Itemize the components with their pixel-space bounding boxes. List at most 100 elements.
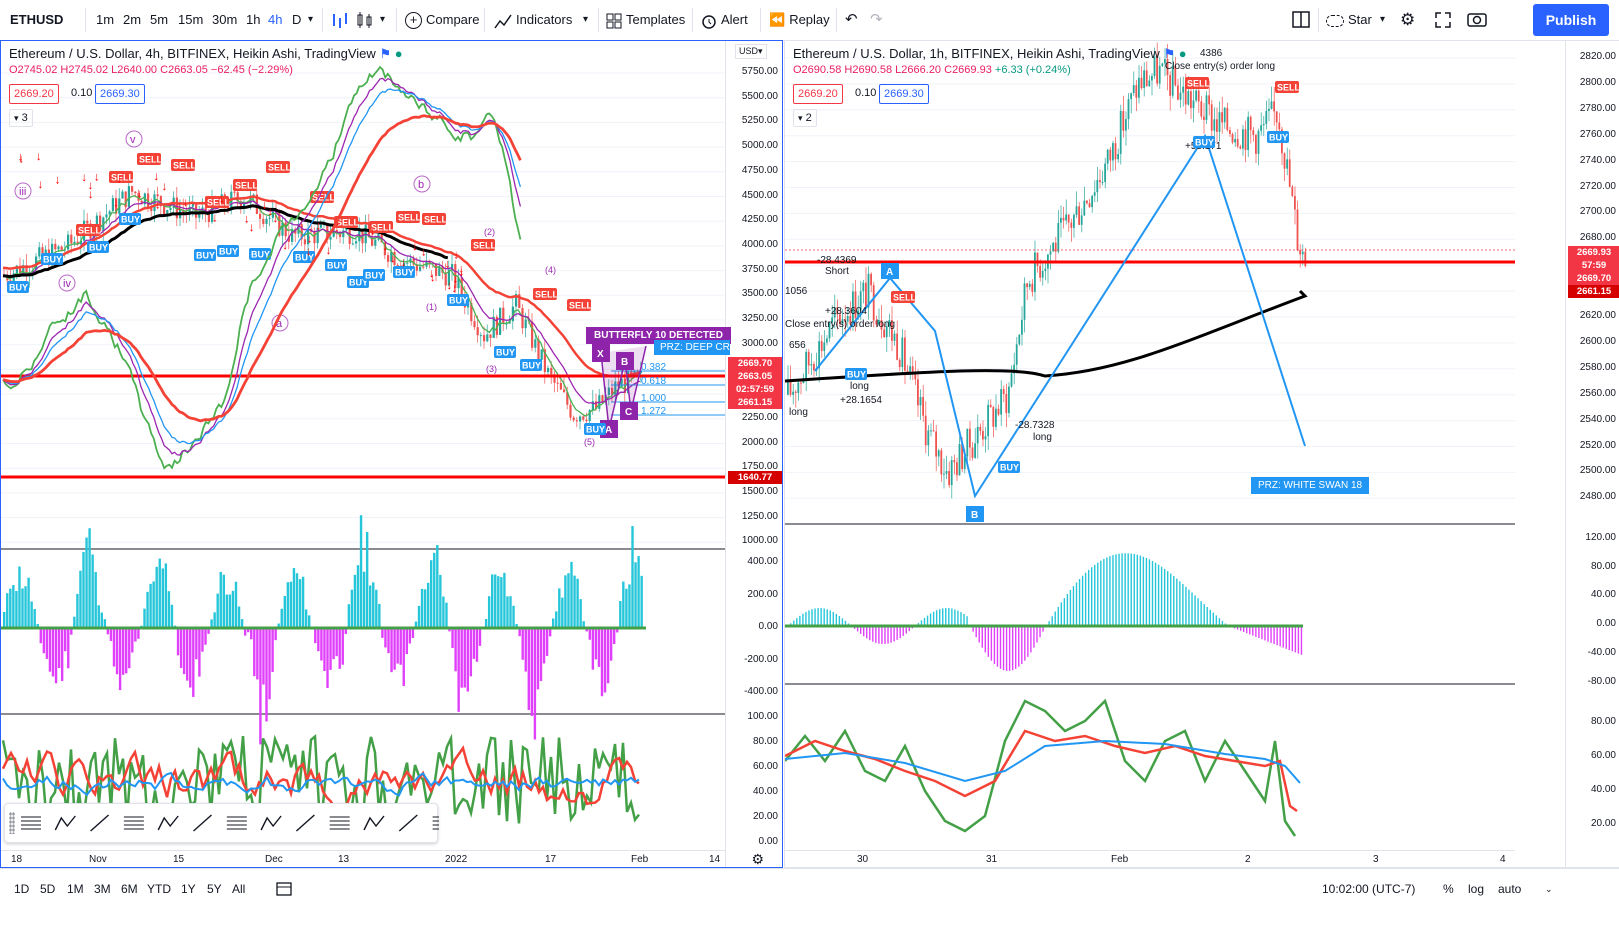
fullscreen-icon[interactable] xyxy=(1435,0,1451,40)
buy-price-button[interactable]: 2669.30 xyxy=(95,84,145,104)
indicator-toggle[interactable]: ▾ 2 xyxy=(793,109,817,127)
timeframe-5m[interactable]: 5m xyxy=(150,12,169,27)
sell-signal: SELL xyxy=(533,288,559,300)
drawing-tool-icon[interactable] xyxy=(157,815,179,831)
drawing-tool-icon[interactable] xyxy=(21,816,41,830)
camera-icon[interactable] xyxy=(1467,0,1487,40)
histogram-bar xyxy=(856,626,859,632)
timeframe-4h[interactable]: 4h xyxy=(268,12,283,27)
drawing-tool-icon[interactable] xyxy=(295,814,315,832)
currency-selector[interactable]: USD▾ xyxy=(735,44,767,59)
calendar-range-icon[interactable] xyxy=(276,869,292,909)
flag-icon[interactable]: ⚑ xyxy=(1163,46,1176,61)
percent-toggle[interactable]: % xyxy=(1443,882,1454,896)
drawing-tool-icon[interactable] xyxy=(226,816,247,830)
drawing-tool-icon[interactable] xyxy=(54,815,76,831)
layout-icon[interactable] xyxy=(1292,0,1310,40)
buy-price-button[interactable]: 2669.30 xyxy=(879,84,929,104)
redo-icon[interactable]: ↷ xyxy=(870,11,883,28)
drawing-tools[interactable] xyxy=(19,804,439,842)
gear-icon[interactable]: ⚙ xyxy=(751,851,764,867)
right-price-axis[interactable]: 2820.00 2800.00 2780.00 2760.00 2740.00 2720.… xyxy=(1565,41,1619,867)
candle-body xyxy=(935,431,937,457)
candle-body xyxy=(880,319,883,330)
auto-toggle[interactable]: auto xyxy=(1498,882,1522,896)
range-button-1m[interactable]: 1M xyxy=(67,882,84,896)
candle-body xyxy=(836,307,839,315)
histogram-bar xyxy=(881,626,883,644)
grip-icon[interactable] xyxy=(9,812,15,834)
drawing-tool-icon[interactable] xyxy=(432,816,439,830)
drawing-tool-icon[interactable] xyxy=(363,815,385,831)
left-price-axis[interactable]: USD▾ 5750.00 5500.00 5250.00 5000.00 4750.00… xyxy=(725,41,782,867)
range-button-3m[interactable]: 3M xyxy=(94,882,111,896)
timeframe-30m[interactable]: 30m xyxy=(212,12,238,27)
candle-body xyxy=(124,191,127,208)
candle-body xyxy=(19,265,22,275)
drawing-tool-icon[interactable] xyxy=(260,815,282,831)
drawing-tool-icon[interactable] xyxy=(193,814,212,832)
gear-icon[interactable]: ⚙ xyxy=(1400,10,1416,29)
timeframe-15m[interactable]: 15m xyxy=(178,12,204,27)
range-button-1y[interactable]: 1Y xyxy=(181,882,196,896)
compare-button[interactable]: + Compare xyxy=(405,0,479,40)
candle-body xyxy=(431,262,434,264)
sell-price-button[interactable]: 2669.20 xyxy=(793,84,843,104)
alert-label: Alert xyxy=(721,12,748,27)
histogram-bar xyxy=(844,620,847,626)
range-button-ytd[interactable]: YTD xyxy=(147,882,171,896)
undo-icon[interactable]: ↶ xyxy=(845,11,858,28)
symbol-search[interactable]: ETHUSD xyxy=(10,12,64,27)
candle-body xyxy=(1096,180,1099,193)
histogram-bar xyxy=(606,628,610,684)
histogram-bar xyxy=(542,628,546,664)
range-button-5y[interactable]: 5Y xyxy=(207,882,222,896)
chevron-down-icon[interactable]: ▾ xyxy=(308,14,314,25)
wave-label: iii xyxy=(19,186,26,198)
timeframe-2m[interactable]: 2m xyxy=(123,12,142,27)
drawing-tool-icon[interactable] xyxy=(123,816,144,830)
publish-button[interactable]: Publish xyxy=(1533,4,1609,36)
indicator-toggle[interactable]: ▾ 3 xyxy=(9,109,33,127)
trade-annotation: long xyxy=(1033,432,1052,443)
chevron-down-icon[interactable]: ▾ xyxy=(1380,14,1386,25)
replay-button[interactable]: ⏪ Replay xyxy=(769,0,830,40)
flag-icon[interactable]: ⚑ xyxy=(379,46,392,61)
left-time-axis[interactable]: 18 Nov 15 Dec 13 2022 17 Feb 14 xyxy=(1,850,726,867)
range-button-1d[interactable]: 1D xyxy=(14,882,30,896)
right-time-axis[interactable]: 30 31 Feb 2 3 4 xyxy=(785,850,1515,867)
right-chart-pane[interactable]: A B -28.4369 Short +28.3604 Close entry(s) or… xyxy=(784,40,1619,868)
histogram-bar xyxy=(1279,626,1281,647)
star-layout-button[interactable]: Star xyxy=(1326,0,1372,40)
candle-body xyxy=(898,359,901,368)
signal-badge xyxy=(520,359,542,371)
clock-time[interactable]: 10:02:00 (UTC-7) xyxy=(1322,882,1416,896)
log-toggle[interactable]: log xyxy=(1468,882,1485,896)
alert-button[interactable]: Alert xyxy=(701,0,748,40)
histogram-bar xyxy=(94,572,97,628)
candle-body xyxy=(870,273,872,286)
candle-style-icon[interactable] xyxy=(355,0,375,40)
histogram-bar xyxy=(500,577,503,628)
range-button-all[interactable]: All xyxy=(232,882,246,896)
drawing-tool-icon[interactable] xyxy=(398,814,418,832)
range-button-6m[interactable]: 6M xyxy=(121,882,138,896)
templates-button[interactable]: Templates xyxy=(606,0,685,40)
timeframe-1m[interactable]: 1m xyxy=(96,12,115,27)
drawing-tool-icon[interactable] xyxy=(329,816,350,830)
range-button-5d[interactable]: 5D xyxy=(40,882,56,896)
candle-body xyxy=(888,320,891,327)
sell-price-button[interactable]: 2669.20 xyxy=(9,84,59,104)
chevron-down-icon[interactable]: ▾ xyxy=(380,14,386,25)
timeframe-d[interactable]: D xyxy=(292,12,302,27)
bar-chart-icon[interactable] xyxy=(331,0,349,40)
chevron-down-icon[interactable]: ▾ xyxy=(583,14,589,25)
indicators-button[interactable]: Indicators xyxy=(494,0,572,40)
drawing-tool-icon[interactable] xyxy=(90,814,110,832)
chevron-down-icon[interactable]: ⌄ xyxy=(1545,884,1553,894)
signal-badge xyxy=(471,239,495,251)
timeframe-1h[interactable]: 1h xyxy=(246,12,261,27)
